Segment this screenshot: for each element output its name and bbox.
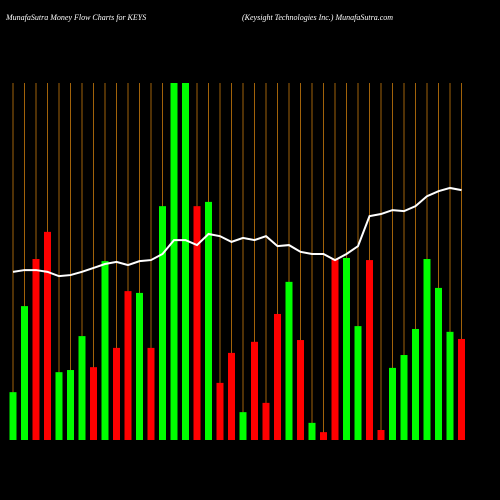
bar [354,326,362,440]
bar [423,259,431,440]
bar [274,313,281,440]
bar [446,331,454,440]
bar [239,412,247,440]
bar [67,370,74,440]
bar [55,372,63,440]
bar [9,392,17,440]
chart-subtitle: (Keysight Technologies Inc.) MunafaSutra… [242,13,393,22]
bar [262,402,270,440]
bar [389,367,396,440]
bar [124,291,132,440]
bar [320,432,327,440]
bar [113,347,120,440]
bar [216,382,224,440]
bar [308,422,316,440]
bar [343,257,350,440]
bar [147,347,155,440]
bar [377,430,385,440]
bar [400,355,408,440]
bar [170,83,178,440]
bar [90,367,97,440]
bar [101,261,109,440]
bar [285,281,293,440]
bar [435,287,442,440]
bar [193,206,201,440]
bar [366,260,373,440]
bar [44,231,51,440]
bar [32,259,40,440]
bar [78,336,86,440]
bar [159,206,166,440]
bar [297,340,304,440]
bar [182,83,189,440]
bar [251,341,258,440]
bar [458,338,465,440]
chart-title: MunafaSutra Money Flow Charts for KEYS [5,13,146,22]
money-flow-line [12,186,462,278]
bar [331,259,339,440]
bar [136,292,143,440]
bar [228,352,235,440]
bar [205,201,212,440]
bar [21,306,28,440]
bar [412,328,419,440]
